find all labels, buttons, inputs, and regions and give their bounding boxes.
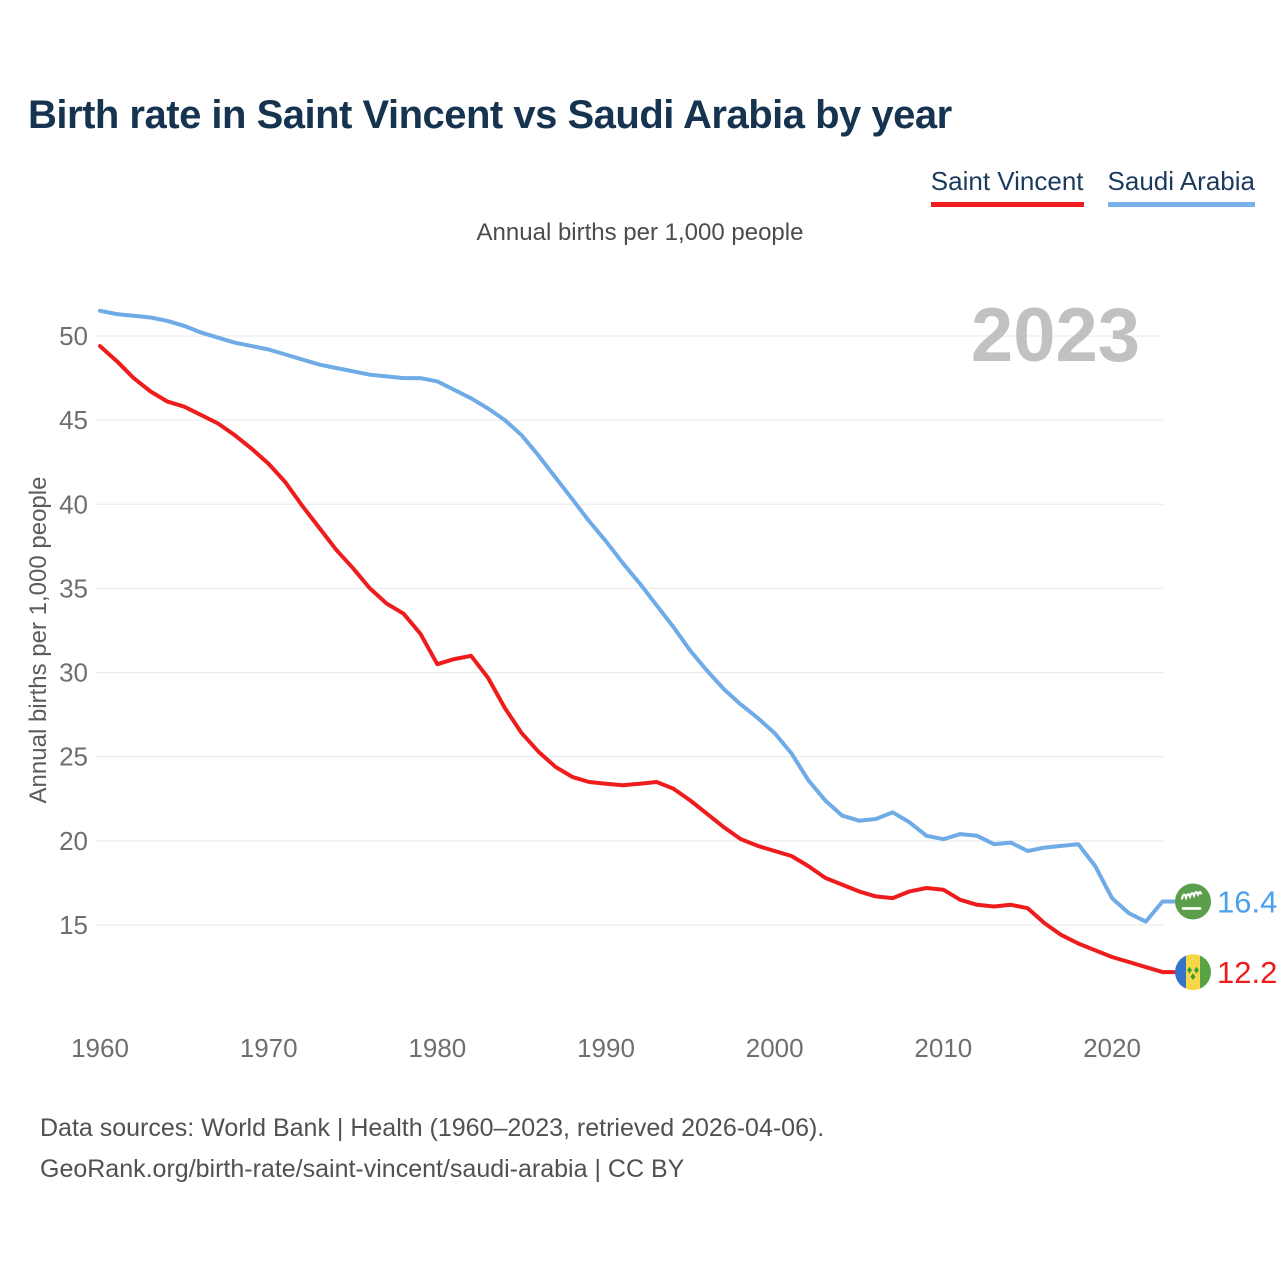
end-value-label-saint-vincent: 12.2 xyxy=(1217,955,1277,990)
y-tick-label: 20 xyxy=(59,826,88,856)
y-tick-label: 45 xyxy=(59,405,88,435)
saudi-arabia-flag-icon xyxy=(1175,883,1211,920)
x-tick-label: 2000 xyxy=(746,1033,804,1063)
x-tick-label: 2020 xyxy=(1083,1033,1141,1063)
chart-subtitle: Annual births per 1,000 people xyxy=(476,219,804,246)
x-tick-label: 1970 xyxy=(240,1033,298,1063)
y-tick-label: 25 xyxy=(59,742,88,772)
legend: Saint Vincent Saudi Arabia xyxy=(930,166,1255,207)
y-axis-label: Annual births per 1,000 people xyxy=(25,477,52,804)
x-tick-label: 2010 xyxy=(914,1033,972,1063)
y-tick-label: 40 xyxy=(59,489,88,519)
legend-item-saint-vincent[interactable]: Saint Vincent xyxy=(930,166,1084,207)
x-tick-label: 1960 xyxy=(71,1033,129,1063)
y-tick-label: 15 xyxy=(59,910,88,940)
footer-attribution: GeoRank.org/birth-rate/saint-vincent/sau… xyxy=(40,1155,685,1183)
saint-vincent-line[interactable] xyxy=(98,344,1176,975)
y-tick-label: 35 xyxy=(59,573,88,603)
x-tick-label: 1990 xyxy=(577,1033,635,1063)
footer: Data sources: World Bank | Health (1960–… xyxy=(40,1108,824,1190)
watermark-year: 2023 xyxy=(971,293,1140,378)
footer-data-sources: Data sources: World Bank | Health (1960–… xyxy=(40,1114,825,1142)
x-tick-label: 1980 xyxy=(408,1033,466,1063)
y-tick-label: 30 xyxy=(59,658,88,688)
page-title: Birth rate in Saint Vincent vs Saudi Ara… xyxy=(28,93,952,137)
legend-item-saudi-arabia[interactable]: Saudi Arabia xyxy=(1107,166,1255,207)
y-tick-label: 50 xyxy=(59,321,88,351)
end-value-label-saudi-arabia: 16.4 xyxy=(1217,884,1277,919)
saudi-arabia-line[interactable] xyxy=(98,308,1176,924)
saint-vincent-flag-icon xyxy=(1175,954,1211,991)
